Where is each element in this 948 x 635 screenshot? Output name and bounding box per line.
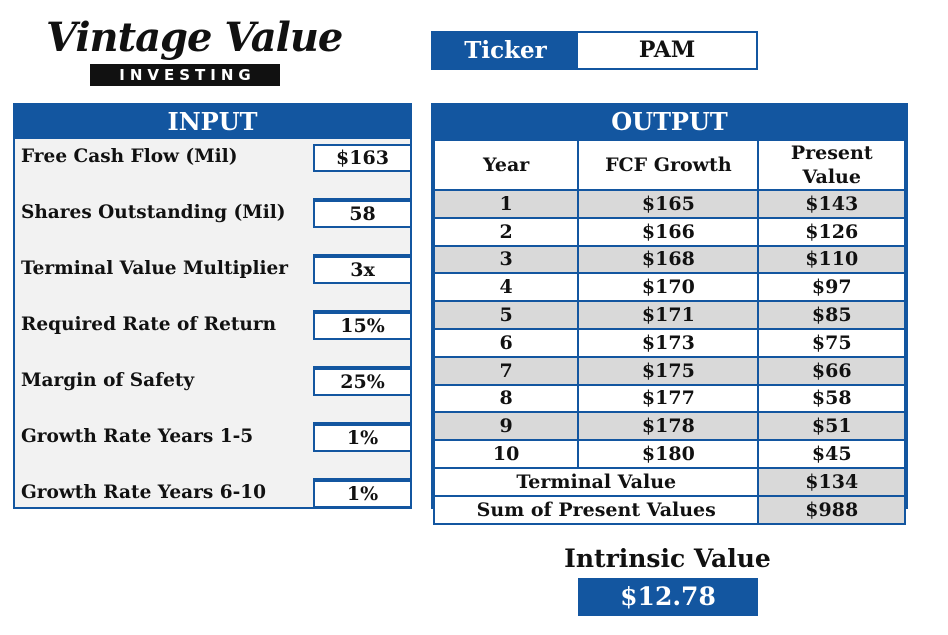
table-row: 8 $177 $58 bbox=[432, 383, 906, 414]
fcf-growth-cell: $175 bbox=[577, 355, 760, 386]
terminal-multiplier-field[interactable]: 3x bbox=[313, 256, 410, 284]
column-header-fcf-growth: FCF Growth bbox=[577, 139, 760, 191]
input-row-margin-of-safety: Margin of Safety 25% bbox=[15, 367, 410, 396]
present-value-cell: $45 bbox=[757, 439, 906, 469]
input-body: Free Cash Flow (Mil) $163 Shares Outstan… bbox=[15, 139, 410, 508]
table-row: 5 $171 $85 bbox=[432, 300, 906, 330]
table-row: 2 $166 $126 bbox=[432, 216, 906, 247]
present-value-cell: $110 bbox=[757, 244, 906, 275]
input-label: Margin of Safety bbox=[21, 370, 195, 391]
input-row-free-cash-flow: Free Cash Flow (Mil) $163 bbox=[15, 143, 410, 172]
input-label: Shares Outstanding (Mil) bbox=[21, 202, 286, 223]
input-divider bbox=[313, 478, 410, 480]
output-panel-title: OUTPUT bbox=[433, 105, 906, 139]
year-cell: 6 bbox=[432, 327, 580, 358]
terminal-value-label: Terminal Value bbox=[432, 466, 760, 497]
fcf-growth-cell: $171 bbox=[577, 300, 760, 330]
margin-of-safety-field[interactable]: 25% bbox=[313, 368, 410, 396]
input-divider bbox=[313, 366, 410, 368]
present-value-cell: $66 bbox=[757, 355, 906, 386]
input-label: Free Cash Flow (Mil) bbox=[21, 146, 238, 167]
table-row: 3 $168 $110 bbox=[432, 244, 906, 275]
present-value-cell: $97 bbox=[757, 272, 906, 303]
vintage-value-logo: Vintage Value INVESTING bbox=[40, 14, 343, 86]
ticker-box: Ticker PAM bbox=[431, 31, 758, 70]
year-cell: 10 bbox=[432, 439, 580, 469]
present-value-cell: $85 bbox=[757, 300, 906, 330]
input-divider bbox=[313, 198, 410, 200]
year-cell: 1 bbox=[432, 189, 580, 219]
intrinsic-value-title: Intrinsic Value bbox=[564, 544, 771, 573]
input-row-growth-1-5: Growth Rate Years 1-5 1% bbox=[15, 423, 410, 452]
year-cell: 4 bbox=[432, 272, 580, 303]
sum-present-values-label: Sum of Present Values bbox=[432, 494, 760, 525]
ticker-input[interactable]: PAM bbox=[578, 33, 756, 68]
column-header-year: Year bbox=[432, 139, 580, 191]
input-panel-title: INPUT bbox=[15, 105, 410, 139]
present-value-cell: $58 bbox=[757, 383, 906, 414]
output-table: Year FCF Growth Present Value 1 $165 $14… bbox=[432, 139, 906, 525]
year-cell: 8 bbox=[432, 383, 580, 414]
required-return-field[interactable]: 15% bbox=[313, 312, 410, 340]
table-header-row: Year FCF Growth Present Value bbox=[432, 139, 906, 191]
fcf-growth-cell: $166 bbox=[577, 216, 760, 247]
fcf-growth-cell: $165 bbox=[577, 189, 760, 219]
output-panel: OUTPUT Year FCF Growth Present Value 1 $… bbox=[431, 103, 908, 525]
logo-script-text: Vintage Value bbox=[46, 14, 343, 61]
year-cell: 9 bbox=[432, 411, 580, 442]
year-cell: 2 bbox=[432, 216, 580, 247]
table-row: 1 $165 $143 bbox=[432, 189, 906, 219]
present-value-cell: $143 bbox=[757, 189, 906, 219]
table-row: 9 $178 $51 bbox=[432, 411, 906, 442]
input-panel: INPUT Free Cash Flow (Mil) $163 Shares O… bbox=[13, 103, 412, 509]
column-header-present-value: Present Value bbox=[757, 139, 906, 191]
free-cash-flow-field[interactable]: $163 bbox=[313, 144, 410, 172]
table-row: 6 $173 $75 bbox=[432, 327, 906, 358]
fcf-growth-cell: $173 bbox=[577, 327, 760, 358]
input-label: Required Rate of Return bbox=[21, 314, 277, 335]
input-row-terminal-multiplier: Terminal Value Multiplier 3x bbox=[15, 255, 410, 284]
table-row: 4 $170 $97 bbox=[432, 272, 906, 303]
input-divider bbox=[313, 422, 410, 424]
input-label: Growth Rate Years 1-5 bbox=[21, 426, 254, 447]
logo-band-text: INVESTING bbox=[90, 64, 280, 86]
growth-rate-1-5-field[interactable]: 1% bbox=[313, 424, 410, 452]
input-divider bbox=[313, 254, 410, 256]
input-label: Terminal Value Multiplier bbox=[21, 258, 289, 279]
fcf-growth-cell: $170 bbox=[577, 272, 760, 303]
table-row: 7 $175 $66 bbox=[432, 355, 906, 386]
year-cell: 5 bbox=[432, 300, 580, 330]
sum-present-values-cell: $988 bbox=[757, 494, 906, 525]
fcf-growth-cell: $178 bbox=[577, 411, 760, 442]
shares-outstanding-field[interactable]: 58 bbox=[313, 200, 410, 228]
year-cell: 3 bbox=[432, 244, 580, 275]
present-value-cell: $75 bbox=[757, 327, 906, 358]
input-label: Growth Rate Years 6-10 bbox=[21, 482, 267, 503]
fcf-growth-cell: $168 bbox=[577, 244, 760, 275]
terminal-value-cell: $134 bbox=[757, 466, 906, 497]
fcf-growth-cell: $180 bbox=[577, 439, 760, 469]
year-cell: 7 bbox=[432, 355, 580, 386]
ticker-label: Ticker bbox=[433, 33, 578, 68]
growth-rate-6-10-field[interactable]: 1% bbox=[313, 480, 410, 508]
present-value-cell: $51 bbox=[757, 411, 906, 442]
input-divider bbox=[313, 310, 410, 312]
intrinsic-value-result: $12.78 bbox=[578, 578, 758, 616]
fcf-growth-cell: $177 bbox=[577, 383, 760, 414]
input-row-shares-outstanding: Shares Outstanding (Mil) 58 bbox=[15, 199, 410, 228]
input-row-required-return: Required Rate of Return 15% bbox=[15, 311, 410, 340]
input-row-growth-6-10: Growth Rate Years 6-10 1% bbox=[15, 479, 410, 508]
table-row: 10 $180 $45 bbox=[432, 439, 906, 469]
terminal-value-row: Terminal Value $134 bbox=[432, 466, 906, 497]
present-value-cell: $126 bbox=[757, 216, 906, 247]
sum-present-values-row: Sum of Present Values $988 bbox=[432, 494, 906, 525]
